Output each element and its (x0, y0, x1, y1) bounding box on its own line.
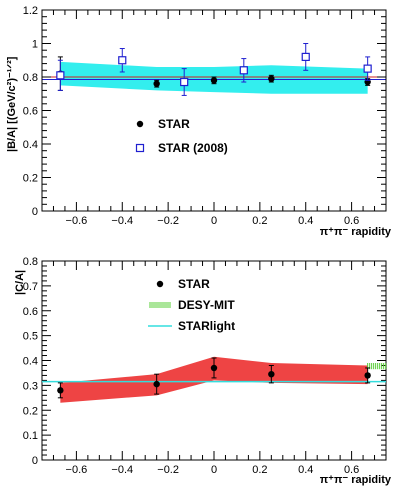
x-axis-label: π⁺π⁻ rapidity (320, 226, 392, 238)
x-tick-label: −0.4 (111, 215, 133, 227)
data-point-0 (364, 372, 371, 379)
panel-b-over-a: −0.6 −0.4 −0.2 0 0.2 0.4 0.600.20.40.60.811.2 … (6, 5, 392, 238)
x-tick-label: 0.2 (252, 464, 267, 476)
data-point-0 (153, 80, 160, 87)
y-tick-label: 0.7 (23, 281, 38, 293)
x-axis-label: π⁺π⁻ rapidity (320, 474, 392, 486)
x-tick-label: 0 (211, 464, 217, 476)
legend: STAR STAR (2008) (135, 117, 228, 155)
x-tick-label: 0.6 (344, 215, 359, 227)
x-tick-label: 0.6 (344, 464, 359, 476)
legend-label: STARlight (178, 319, 235, 333)
y-axis-label: |B/A| [(GeV/c²)⁻¹ᐟ²] (6, 56, 18, 152)
data-point-1 (180, 77, 189, 87)
x-tick-label: 0.2 (252, 215, 267, 227)
y-tick-label: 0.5 (23, 331, 38, 343)
y-tick-label: 0.4 (23, 139, 38, 151)
x-tick-label: −0.2 (157, 215, 179, 227)
data-point-1 (56, 71, 65, 80)
legend-marker-circle (156, 280, 164, 288)
y-tick-label: 1 (32, 39, 38, 51)
y-tick-label: 0.2 (23, 405, 38, 417)
x-tick-label: −0.6 (66, 464, 88, 476)
data-point-0 (210, 364, 218, 372)
y-tick-label: 0.3 (23, 380, 38, 392)
x-tick-label: 0.4 (298, 215, 313, 227)
legend-label: STAR (2008) (158, 141, 228, 155)
data-point-1 (363, 64, 372, 73)
x-tick-label: 0.4 (298, 464, 313, 476)
data-point-1 (301, 52, 310, 62)
data-point-0 (210, 77, 218, 84)
data-point-1 (239, 66, 248, 75)
x-tick-label: 0 (211, 215, 217, 227)
y-tick-label: 0.4 (23, 356, 38, 368)
y-tick-label: 0.6 (23, 106, 38, 118)
plot-frame (41, 9, 387, 212)
data-point-0 (268, 370, 275, 378)
y-tick-label: 0 (32, 455, 38, 467)
panel-c-over-a: −0.6 −0.4 −0.2 0 0.2 0.4 0.6 0 0.1 0.2 0.3 0.4 0.5 0.… (14, 256, 392, 486)
y-tick-label: 0.8 (23, 72, 38, 84)
y-tick-label: 0.8 (23, 256, 38, 268)
y-axis-label: |C/A| (14, 270, 26, 295)
legend-label: STAR (178, 277, 210, 291)
y-tick-label: 0 (32, 206, 38, 218)
x-tick-label: −0.6 (66, 215, 88, 227)
legend-label: DESY-MIT (178, 298, 235, 312)
uncertainty-band (60, 356, 368, 403)
legend-marker-circle (136, 120, 144, 128)
x-tick-label: −0.4 (111, 464, 133, 476)
data-point-0 (153, 380, 160, 388)
y-tick-label: 0.6 (23, 306, 38, 318)
y-tick-label: 0.1 (23, 430, 38, 442)
y-tick-label: 0.2 (23, 173, 38, 185)
legend: STAR DESY-MIT STARlight (148, 277, 235, 333)
y-tick-label: 1.2 (23, 5, 38, 17)
data-point-0 (57, 387, 64, 394)
data-point-0 (268, 75, 275, 82)
x-tick-label: −0.2 (157, 464, 179, 476)
legend-label: STAR (158, 117, 190, 131)
legend-marker-square (135, 143, 145, 153)
data-point-1 (118, 56, 127, 65)
